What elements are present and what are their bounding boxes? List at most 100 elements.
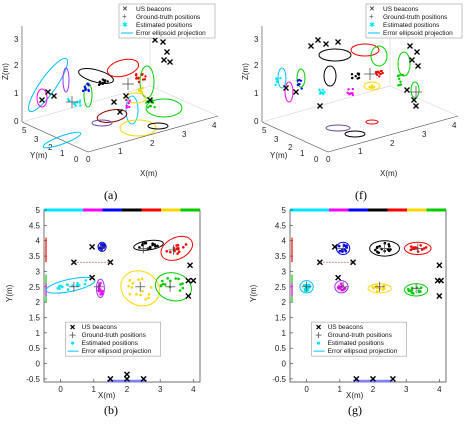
estimated-point bbox=[176, 252, 179, 256]
estimated-point bbox=[303, 287, 307, 291]
legend-beacons: US beacons bbox=[82, 324, 118, 331]
y-tick-label: 3 bbox=[36, 267, 41, 276]
beacon-marker bbox=[331, 243, 338, 250]
estimated-point bbox=[73, 102, 76, 106]
estimated-point bbox=[350, 73, 354, 76]
estimated-point bbox=[128, 292, 132, 296]
estimated-point bbox=[387, 245, 391, 248]
legend-beacons: US beacons bbox=[136, 6, 172, 13]
grid-line bbox=[149, 85, 219, 117]
estimated-point bbox=[135, 77, 138, 80]
estimated-point bbox=[58, 287, 61, 291]
y-tick-label: 0.5 bbox=[275, 344, 287, 353]
error-ellipse bbox=[96, 109, 128, 123]
y-tick: 5 bbox=[22, 126, 27, 135]
estimated-point bbox=[178, 289, 182, 292]
estimated-point bbox=[338, 287, 342, 290]
estimated-point bbox=[163, 283, 167, 286]
grid-line bbox=[389, 85, 459, 117]
y-tick-label: 3.5 bbox=[275, 252, 287, 261]
estimated-point bbox=[98, 80, 102, 83]
estimated-point bbox=[322, 93, 325, 96]
y-tick-label: 5 bbox=[282, 206, 287, 215]
estimated-point bbox=[302, 283, 306, 287]
error-ellipse bbox=[277, 67, 287, 89]
error-ellipse bbox=[365, 119, 379, 125]
estimated-point bbox=[87, 84, 90, 87]
y-tick-label: 0.5 bbox=[29, 344, 41, 353]
estimated-point bbox=[340, 249, 344, 252]
estimated-point bbox=[370, 84, 374, 87]
z-tick: 1 bbox=[14, 89, 19, 98]
estimated-point bbox=[351, 76, 354, 80]
estimated-point bbox=[424, 246, 428, 249]
y-axis-line bbox=[261, 121, 329, 153]
estimated-point bbox=[400, 73, 404, 77]
estimated-point bbox=[275, 80, 279, 84]
estimated-point bbox=[106, 80, 109, 83]
beacon-marker bbox=[308, 43, 314, 49]
beacon-marker bbox=[369, 375, 376, 382]
beacon-marker bbox=[436, 293, 443, 299]
error-ellipse bbox=[125, 92, 147, 104]
beacon-marker bbox=[147, 97, 153, 103]
estimated-point bbox=[375, 290, 379, 293]
gt-marker: + bbox=[122, 12, 127, 21]
estimated-point bbox=[124, 98, 128, 102]
beacon-marker bbox=[436, 262, 443, 269]
estimated-point bbox=[168, 279, 172, 283]
top-color-strip bbox=[387, 208, 407, 212]
panel-b-2d: (b) X(m) Y(m) 5 4.5 4 3.5 3 2.5 2 1.5 1 0.5 0 -0.5 0… bbox=[5, 206, 201, 417]
estimated-point bbox=[347, 88, 350, 91]
estimated-point bbox=[298, 82, 301, 86]
estimated-point bbox=[149, 286, 153, 289]
estimated-point bbox=[357, 72, 360, 76]
legend-ground-truth: Ground-truth positions bbox=[82, 332, 147, 339]
estimated-point bbox=[379, 72, 382, 76]
estimated-point bbox=[83, 85, 87, 89]
error-ellipse bbox=[42, 131, 82, 149]
beacon-marker bbox=[283, 85, 289, 91]
x-tick-label: 0 bbox=[304, 385, 309, 394]
estimated-point bbox=[181, 286, 185, 290]
y-tick-label: -0.5 bbox=[26, 375, 40, 384]
grid-line bbox=[261, 85, 391, 123]
top-color-strip bbox=[161, 208, 181, 212]
estimated-point bbox=[144, 75, 147, 78]
estimated-point bbox=[299, 79, 303, 82]
beacon-marker bbox=[51, 93, 57, 99]
y-tick: 0 bbox=[74, 155, 79, 164]
estimated-point bbox=[131, 282, 135, 285]
error-ellipse bbox=[299, 280, 314, 294]
y-tick-label: 4 bbox=[36, 237, 41, 246]
top-color-strip bbox=[102, 208, 122, 212]
estimated-point bbox=[279, 76, 282, 80]
estimated-point bbox=[318, 88, 321, 91]
estimated-point bbox=[66, 288, 70, 291]
top-color-strip bbox=[368, 208, 388, 212]
estimated-point bbox=[99, 289, 103, 292]
error-ellipse bbox=[106, 58, 140, 78]
legend-beacons: US beacons bbox=[328, 324, 364, 331]
y-tick-label: 0 bbox=[282, 360, 287, 369]
panel-label: (a) bbox=[104, 188, 117, 202]
estimated-point bbox=[65, 283, 69, 286]
beacon-marker bbox=[123, 375, 130, 382]
beacon-marker bbox=[413, 103, 419, 109]
x-tick-label: 1 bbox=[338, 385, 343, 394]
estimated-point bbox=[154, 245, 157, 248]
estimated-point bbox=[357, 76, 361, 80]
x-axis-line bbox=[327, 115, 459, 153]
beacon-marker bbox=[185, 293, 192, 299]
estimated-point bbox=[354, 75, 357, 78]
panel-f-3d: 0 1 2 3 Z(m) 5 3 2 1 0 Y(m) 0 1 2 3 4 X(… bbox=[241, 3, 463, 202]
estimated-point bbox=[159, 284, 163, 287]
top-color-strip bbox=[290, 208, 310, 212]
x-axis-label: X(m) bbox=[140, 169, 158, 178]
estimated-point bbox=[84, 88, 87, 92]
error-ellipse bbox=[296, 68, 306, 88]
beacon-marker bbox=[438, 277, 445, 284]
z-tick: 1 bbox=[254, 89, 259, 98]
beacon-marker bbox=[414, 49, 420, 55]
error-ellipse bbox=[147, 122, 169, 130]
